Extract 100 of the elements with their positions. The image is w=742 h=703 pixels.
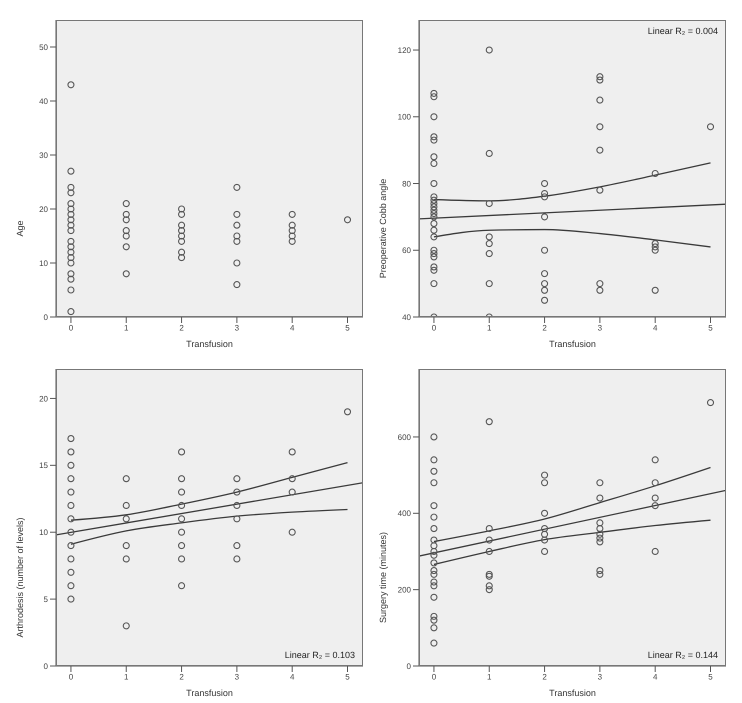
point <box>122 270 130 278</box>
point <box>652 494 659 502</box>
point <box>122 200 130 208</box>
point <box>344 216 352 224</box>
x-tick-label: 0 <box>432 324 437 333</box>
point <box>596 525 604 532</box>
point <box>233 488 240 496</box>
point <box>67 254 74 262</box>
point <box>430 280 438 288</box>
point <box>430 196 438 204</box>
point <box>541 525 548 532</box>
point <box>541 548 548 556</box>
point <box>430 233 438 240</box>
point <box>541 190 548 198</box>
point <box>67 210 74 218</box>
point <box>67 227 74 234</box>
point <box>596 530 604 538</box>
point <box>67 286 74 294</box>
x-tick-label: 2 <box>179 324 184 333</box>
point <box>652 502 659 510</box>
point <box>596 494 604 502</box>
x-tick-label: 5 <box>708 672 714 682</box>
y-tick-label: 15 <box>39 461 49 470</box>
y-tick-label: 20 <box>39 394 49 404</box>
annotation: Linear R₂ = 0.144 <box>648 650 718 660</box>
point <box>67 200 74 208</box>
x-tick-label: 3 <box>598 672 603 682</box>
x-tick-label: 3 <box>234 324 240 333</box>
point <box>430 594 438 601</box>
point <box>178 227 186 234</box>
y-tick-label: 10 <box>39 258 49 268</box>
x-tick-label: 5 <box>345 672 350 682</box>
point <box>178 238 186 245</box>
y-tick-label: 30 <box>39 150 49 160</box>
point <box>67 270 74 278</box>
x-tick-label: 3 <box>598 324 603 333</box>
y-axis-title: Arthrodesis (number of levels) <box>15 517 26 638</box>
point <box>430 548 438 556</box>
point <box>178 210 186 218</box>
point <box>652 170 659 178</box>
point <box>430 559 438 566</box>
point <box>233 184 240 191</box>
point <box>430 542 438 550</box>
point <box>178 555 186 563</box>
point <box>430 468 438 475</box>
point <box>486 233 493 240</box>
point <box>178 232 186 240</box>
annotation: Linear R₂ = 0.103 <box>284 650 355 660</box>
point <box>178 222 186 229</box>
point <box>178 248 186 256</box>
point <box>486 570 493 578</box>
point <box>122 475 130 482</box>
point <box>233 515 240 522</box>
y-tick-label: 600 <box>398 432 412 442</box>
point <box>596 479 604 486</box>
point <box>596 286 604 294</box>
point <box>122 622 130 630</box>
point <box>652 479 659 486</box>
y-tick-label: 0 <box>44 662 49 671</box>
y-tick-label: 0 <box>44 312 49 322</box>
point <box>288 528 296 536</box>
point <box>430 210 438 218</box>
point <box>541 530 548 538</box>
x-tick-label: 1 <box>487 324 492 333</box>
x-tick-label: 2 <box>542 324 548 333</box>
point <box>122 243 130 250</box>
point <box>67 81 74 88</box>
x-tick-label: 3 <box>234 672 240 682</box>
point <box>706 399 714 406</box>
point <box>430 570 438 578</box>
point <box>178 515 186 522</box>
point <box>178 582 186 590</box>
point <box>233 222 240 229</box>
point <box>652 548 659 556</box>
point <box>430 640 438 647</box>
point <box>67 502 74 510</box>
y-axis-title: Age <box>15 220 26 237</box>
point <box>67 462 74 469</box>
point <box>430 263 438 270</box>
point <box>178 542 186 550</box>
x-axis-title: Transfusion <box>186 339 233 349</box>
point <box>122 210 130 218</box>
point <box>596 146 604 154</box>
x-axis-title: Transfusion <box>549 688 596 698</box>
point <box>233 502 240 510</box>
point <box>122 515 130 522</box>
point <box>233 542 240 550</box>
x-tick-label: 0 <box>432 672 437 682</box>
point <box>541 270 548 278</box>
point <box>430 93 438 100</box>
point <box>178 448 186 456</box>
x-tick-label: 5 <box>708 324 714 333</box>
point <box>67 243 74 250</box>
point <box>652 243 659 250</box>
y-tick-label: 400 <box>398 509 412 518</box>
point <box>178 254 186 262</box>
x-tick-label: 5 <box>345 324 350 333</box>
y-axis-title: Preoperative Cobb angle <box>378 178 388 278</box>
point <box>430 213 438 220</box>
point <box>288 488 296 496</box>
